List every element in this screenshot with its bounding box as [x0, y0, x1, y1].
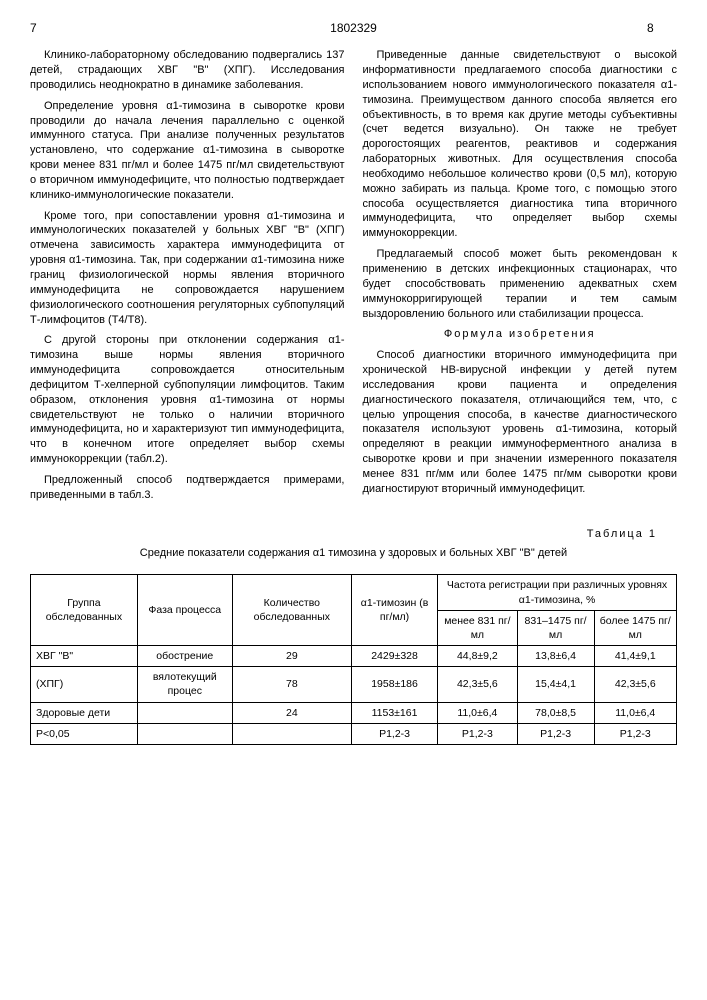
th-thymosin: α1-тимозин (в пг/мл) — [351, 575, 437, 646]
table-number: Таблица 1 — [30, 527, 657, 542]
th-sub2: 831–1475 пг/мл — [517, 610, 594, 645]
table-cell: 15,4±4,1 — [517, 667, 594, 702]
table-cell: P<0,05 — [31, 723, 138, 744]
paragraph: Кроме того, при сопоставлении уровня α1-… — [30, 209, 345, 328]
table-cell: 78 — [232, 667, 351, 702]
table-cell: 41,4±9,1 — [594, 646, 676, 667]
document-number: 1802329 — [330, 20, 377, 36]
text-columns: Клинико-лабораторному обследованию подве… — [30, 48, 677, 508]
paragraph: Предложенный способ подтверждается приме… — [30, 473, 345, 503]
table-cell: 42,3±5,6 — [438, 667, 518, 702]
table-row: ХВГ "В"обострение292429±32844,8±9,213,8±… — [31, 646, 677, 667]
table-caption: Средние показатели содержания α1 тимозин… — [30, 546, 677, 561]
table-cell: 78,0±8,5 — [517, 702, 594, 723]
th-phase: Фаза процесса — [137, 575, 232, 646]
table-row: P<0,05P1,2-3P1,2-3P1,2-3P1,2-3 — [31, 723, 677, 744]
paragraph: Способ диагностики вторичного иммунодефи… — [363, 348, 678, 496]
table-cell: P1,2-3 — [351, 723, 437, 744]
paragraph: Определение уровня α1-тимозина в сыворот… — [30, 99, 345, 203]
page-right: 8 — [647, 20, 677, 36]
table-cell: обострение — [137, 646, 232, 667]
table-cell: (ХПГ) — [31, 667, 138, 702]
table-body: ХВГ "В"обострение292429±32844,8±9,213,8±… — [31, 646, 677, 745]
table-cell: 1958±186 — [351, 667, 437, 702]
data-table: Группа обследованных Фаза процесса Колич… — [30, 574, 677, 745]
page-left: 7 — [30, 20, 60, 36]
table-cell: 11,0±6,4 — [438, 702, 518, 723]
table-cell — [137, 702, 232, 723]
paragraph: Клинико-лабораторному обследованию подве… — [30, 48, 345, 93]
table-cell: 13,8±6,4 — [517, 646, 594, 667]
table-cell: 42,3±5,6 — [594, 667, 676, 702]
right-column: Приведенные данные свидетельствуют о выс… — [363, 48, 678, 508]
th-sub3: более 1475 пг/мл — [594, 610, 676, 645]
table-cell: P1,2-3 — [517, 723, 594, 744]
table-cell — [137, 723, 232, 744]
table-cell: 44,8±9,2 — [438, 646, 518, 667]
table-cell — [232, 723, 351, 744]
table-cell: 1153±161 — [351, 702, 437, 723]
formula-heading: Формула изобретения — [363, 327, 678, 342]
table-cell: 2429±328 — [351, 646, 437, 667]
table-cell: вялотекущий процес — [137, 667, 232, 702]
table-cell: 24 — [232, 702, 351, 723]
th-frequency: Частота регистрации при различных уровня… — [438, 575, 677, 610]
table-row: Здоровые дети241153±16111,0±6,478,0±8,51… — [31, 702, 677, 723]
th-sub1: менее 831 пг/мл — [438, 610, 518, 645]
page-header: 7 1802329 8 — [30, 20, 677, 36]
left-column: Клинико-лабораторному обследованию подве… — [30, 48, 345, 508]
table-cell: P1,2-3 — [594, 723, 676, 744]
paragraph: С другой стороны при отклонении содержан… — [30, 333, 345, 467]
table-row: (ХПГ)вялотекущий процес781958±18642,3±5,… — [31, 667, 677, 702]
table-cell: 29 — [232, 646, 351, 667]
table-cell: Здоровые дети — [31, 702, 138, 723]
table-cell: ХВГ "В" — [31, 646, 138, 667]
table-cell: P1,2-3 — [438, 723, 518, 744]
paragraph: Предлагаемый способ может быть рекомендо… — [363, 247, 678, 321]
paragraph: Приведенные данные свидетельствуют о выс… — [363, 48, 678, 241]
th-count: Количество обследованных — [232, 575, 351, 646]
table-cell: 11,0±6,4 — [594, 702, 676, 723]
th-group: Группа обследованных — [31, 575, 138, 646]
